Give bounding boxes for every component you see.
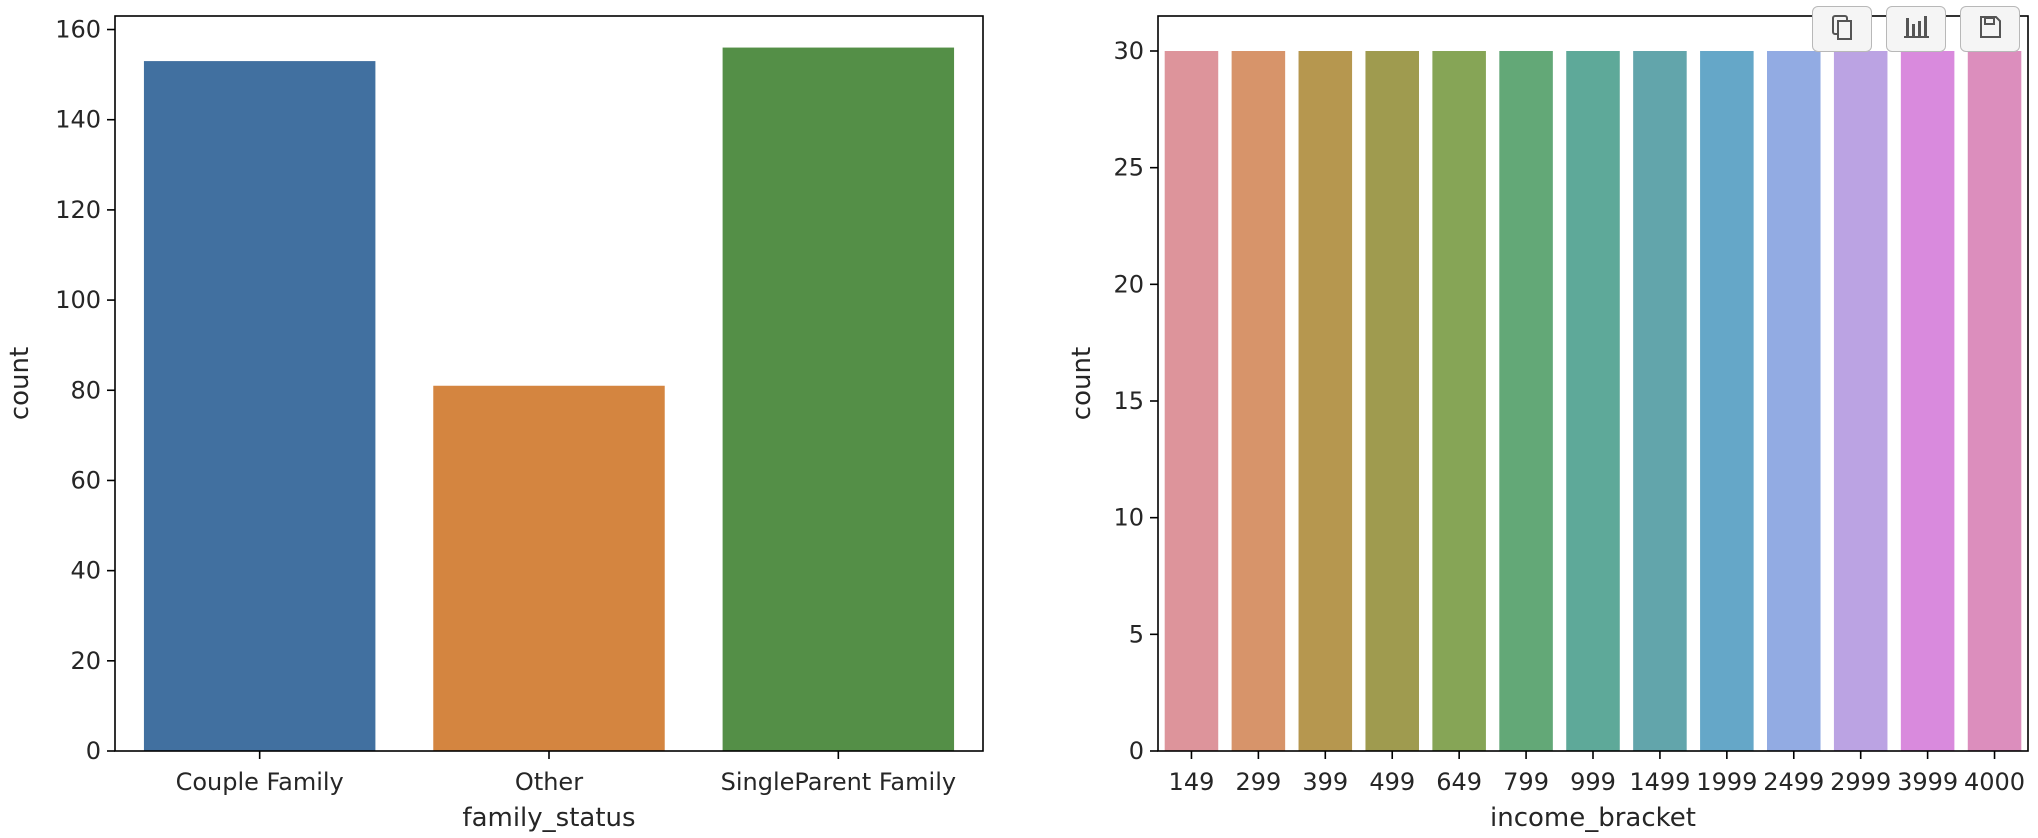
bar-family-status-singleparent-family xyxy=(722,47,955,752)
x-tick-label: 499 xyxy=(1369,768,1415,796)
bar-income-bracket-1499 xyxy=(1633,51,1687,751)
y-tick-label: 10 xyxy=(1113,504,1144,532)
bar-income-bracket-1999 xyxy=(1700,51,1754,751)
bar-income-bracket-2499 xyxy=(1767,51,1821,751)
y-tick-label: 120 xyxy=(55,196,101,224)
y-tick-label: 40 xyxy=(70,557,101,585)
bar-income-bracket-2999 xyxy=(1833,51,1888,751)
x-tick-label: Other xyxy=(515,768,583,796)
copy-button[interactable] xyxy=(1812,6,1872,52)
y-tick-label: 140 xyxy=(55,106,101,134)
x-tick-label: 799 xyxy=(1503,768,1549,796)
y-tick-label: 100 xyxy=(55,286,101,314)
save-icon xyxy=(1975,12,2005,46)
bar-family-status-other xyxy=(433,385,665,751)
x-tick-label: 649 xyxy=(1436,768,1482,796)
chart-income-bracket: 0 5 10 15 20 25 30 149 299 399 499 649 799 999 1499 199… xyxy=(1067,15,2029,833)
bar-income-bracket-399 xyxy=(1298,51,1353,751)
y-tick-label: 15 xyxy=(1113,387,1144,415)
chart-view-button[interactable] xyxy=(1886,6,1946,52)
x-tick-label: 1499 xyxy=(1629,768,1690,796)
bar-income-bracket-149 xyxy=(1164,51,1219,751)
x-axis-label: income_bracket xyxy=(1490,803,1696,833)
bar-income-bracket-299 xyxy=(1231,51,1286,751)
chart-toolbar xyxy=(1812,6,2020,52)
y-axis-label: count xyxy=(1067,347,1097,420)
x-tick-label: 999 xyxy=(1570,768,1616,796)
x-tick-label: SingleParent Family xyxy=(721,768,956,796)
x-tick-label: 149 xyxy=(1169,768,1215,796)
y-tick-label: 20 xyxy=(70,647,101,675)
bar-family-status-couple-family xyxy=(143,61,376,751)
x-tick-label: Couple Family xyxy=(176,768,344,796)
x-tick-label: 3999 xyxy=(1897,768,1958,796)
save-button[interactable] xyxy=(1960,6,2020,52)
x-tick-label: 1999 xyxy=(1696,768,1757,796)
x-tick-label: 2499 xyxy=(1763,768,1824,796)
y-tick-label: 5 xyxy=(1129,620,1144,648)
x-tick-label: 4000 xyxy=(1964,768,2025,796)
bar-income-bracket-799 xyxy=(1499,51,1553,751)
bar-income-bracket-4000 xyxy=(1967,51,2022,751)
y-axis-label: count xyxy=(5,347,35,420)
y-tick-label: 160 xyxy=(55,16,101,44)
bar-income-bracket-3999 xyxy=(1900,51,1955,751)
bar-income-bracket-649 xyxy=(1432,51,1486,751)
bar-income-bracket-499 xyxy=(1365,51,1419,751)
y-tick-label: 60 xyxy=(70,466,101,494)
x-tick-label: 399 xyxy=(1302,768,1348,796)
x-axis-label: family_status xyxy=(462,803,635,833)
copy-icon xyxy=(1827,12,1857,46)
y-tick-label: 25 xyxy=(1113,154,1144,182)
x-tick-label: 299 xyxy=(1235,768,1281,796)
y-tick-label: 0 xyxy=(86,737,101,765)
y-tick-label: 30 xyxy=(1113,37,1144,65)
y-tick-label: 0 xyxy=(1129,737,1144,765)
chart-family-status: 0 20 40 60 80 100 120 140 160 Couple Family Other S… xyxy=(5,15,984,833)
y-tick-label: 80 xyxy=(70,376,101,404)
x-tick-label: 2999 xyxy=(1830,768,1891,796)
y-tick-label: 20 xyxy=(1113,270,1144,298)
bar-chart-icon xyxy=(1901,12,1931,46)
bar-income-bracket-999 xyxy=(1566,51,1620,751)
